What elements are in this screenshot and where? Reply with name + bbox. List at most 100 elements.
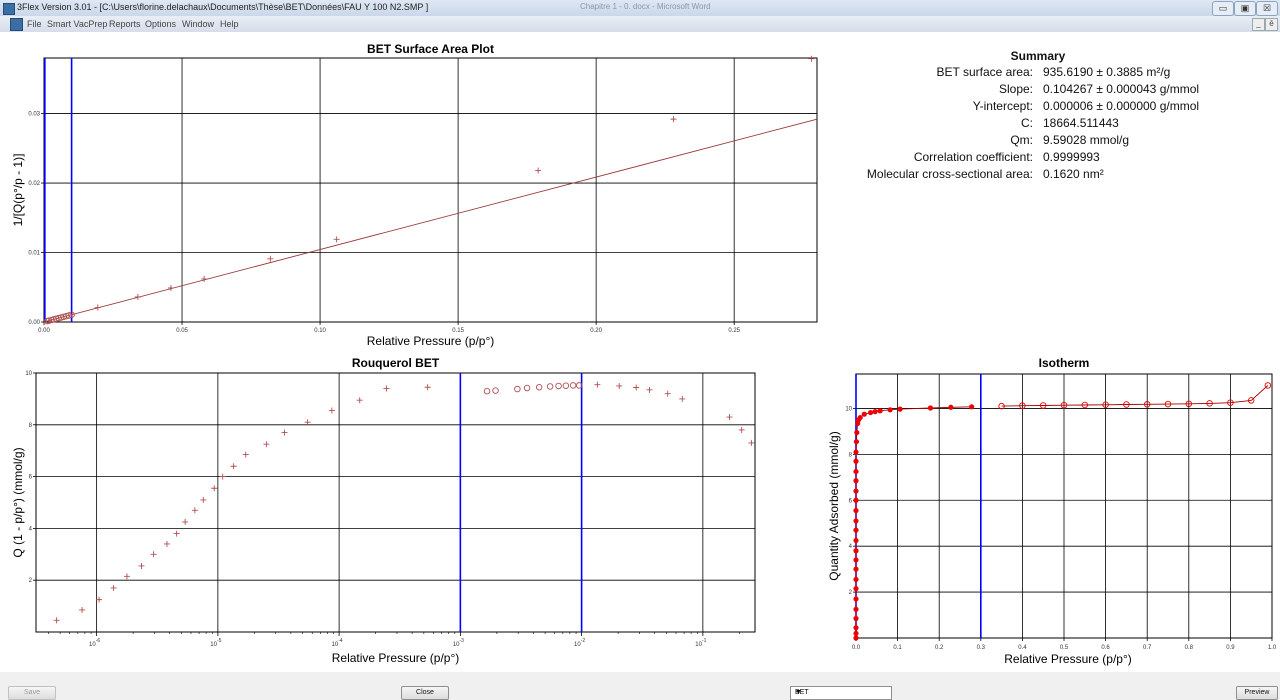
data-point [853, 596, 859, 602]
summary-label: Y-intercept: [972, 99, 1033, 113]
menu-smart-vacprep[interactable]: Smart VacPrep [47, 19, 108, 29]
data-point [123, 573, 130, 580]
maximize-button[interactable]: ▣ [1234, 1, 1256, 16]
menu-options[interactable]: Options [145, 19, 177, 29]
data-point [94, 304, 101, 311]
x-tick-label: 0.25 [728, 328, 740, 334]
data-point [1185, 400, 1193, 408]
y-tick-label: 0.01 [28, 251, 40, 257]
data-point [535, 167, 542, 174]
data-point [670, 116, 677, 123]
data-point [1081, 401, 1089, 409]
summary-panel: Summary BET surface area: 935.6190 ± 0.38… [820, 49, 1240, 183]
menu-help[interactable]: Help [220, 19, 239, 29]
y-tick-label: 6 [29, 475, 33, 481]
data-point [569, 382, 577, 389]
mdi-restore-button[interactable]: ē [1265, 18, 1278, 31]
data-point [872, 409, 878, 415]
y-axis-label: 1/[Q(p°/p - 1)] [11, 154, 25, 227]
data-point [594, 381, 601, 388]
data-point [853, 625, 859, 631]
menu-bar: File Smart VacPrep Reports Options Windo… [0, 16, 1280, 32]
data-point [555, 382, 562, 390]
window-title-bar: 3Flex Version 3.01 - [C:\Users\florine.d… [0, 0, 1280, 16]
document-icon[interactable] [10, 18, 23, 31]
summary-title: Summary [1010, 49, 1066, 63]
data-point [857, 415, 863, 421]
x-tick-label: 10-1 [695, 638, 706, 648]
y-tick-label: 2 [29, 578, 33, 584]
series-line [855, 406, 972, 638]
x-tick-label: 0.6 [1101, 645, 1110, 651]
report-select-value: BET [795, 689, 809, 696]
data-point [1060, 401, 1068, 409]
menu-file[interactable]: File [27, 19, 42, 29]
fit-line [43, 118, 818, 323]
y-tick-label: 4 [849, 544, 853, 550]
x-tick-label: 0.20 [590, 328, 602, 334]
data-point [664, 390, 671, 397]
x-tick-label: 10-3 [453, 638, 464, 648]
data-point [853, 606, 859, 612]
data-point [182, 518, 189, 525]
x-tick-label: 0.2 [935, 645, 944, 651]
close-window-button[interactable]: ☒ [1256, 1, 1278, 16]
summary-value: 18664.511443 [1043, 116, 1119, 130]
data-point [854, 429, 860, 436]
y-tick-label: 8 [849, 452, 853, 458]
y-tick-label: 0.02 [28, 181, 40, 187]
data-point [853, 507, 859, 514]
data-point [65, 312, 73, 319]
x-tick-label: 10-2 [574, 638, 585, 648]
data-point [173, 530, 180, 537]
data-point [633, 384, 640, 391]
y-tick-label: 10 [25, 371, 32, 377]
data-point [328, 407, 335, 414]
data-point [1143, 401, 1151, 408]
window-title: 3Flex Version 3.01 - [C:\Users\florine.d… [17, 2, 429, 12]
x-tick-label: 0.9 [1226, 645, 1235, 651]
data-point [853, 615, 859, 622]
data-point [861, 411, 867, 417]
chevron-down-icon: ▼ [795, 689, 802, 696]
data-point [167, 284, 174, 291]
data-point [738, 426, 745, 433]
data-point [68, 311, 75, 318]
data-point [79, 606, 86, 613]
data-point [110, 584, 117, 591]
data-point [1123, 401, 1130, 408]
chart-title: BET Surface Area Plot [367, 42, 494, 56]
data-point [1206, 400, 1213, 407]
data-point [211, 485, 218, 492]
data-point [853, 488, 859, 494]
summary-label: C: [1021, 116, 1033, 130]
mdi-minimize-button[interactable]: _ [1252, 18, 1265, 31]
minimize-button[interactable]: ▭ [1212, 1, 1234, 16]
series-line [1001, 385, 1269, 407]
data-point [998, 402, 1005, 410]
summary-row: Y-intercept: 0.000006 ± 0.000000 g/mmol [820, 98, 1240, 115]
data-point [242, 451, 249, 458]
menu-window[interactable]: Window [182, 19, 215, 29]
summary-row: Correlation coefficient: 0.9999993 [820, 149, 1240, 166]
menu-reports[interactable]: Reports [109, 19, 141, 29]
y-tick-label: 2 [849, 590, 853, 596]
data-point [1264, 382, 1272, 389]
plot-frame [43, 57, 818, 323]
data-point [853, 537, 859, 544]
data-point [853, 468, 859, 475]
summary-value: 935.6190 ± 0.3885 m²/g [1043, 65, 1171, 79]
data-point [853, 518, 859, 524]
data-point [853, 449, 859, 455]
data-point [535, 383, 543, 391]
data-point [853, 478, 859, 484]
x-tick-label: 0.10 [314, 328, 326, 334]
summary-value: 0.1620 nm² [1043, 167, 1104, 181]
x-tick-label: 0.15 [452, 328, 464, 334]
data-point [134, 293, 141, 300]
data-point [1019, 402, 1026, 409]
summary-value: 0.104267 ± 0.000043 g/mmol [1043, 82, 1200, 96]
summary-label: Molecular cross-sectional area: [866, 167, 1033, 181]
summary-row: BET surface area: 935.6190 ± 0.3885 m²/g [820, 64, 1240, 81]
data-point [1039, 402, 1047, 409]
